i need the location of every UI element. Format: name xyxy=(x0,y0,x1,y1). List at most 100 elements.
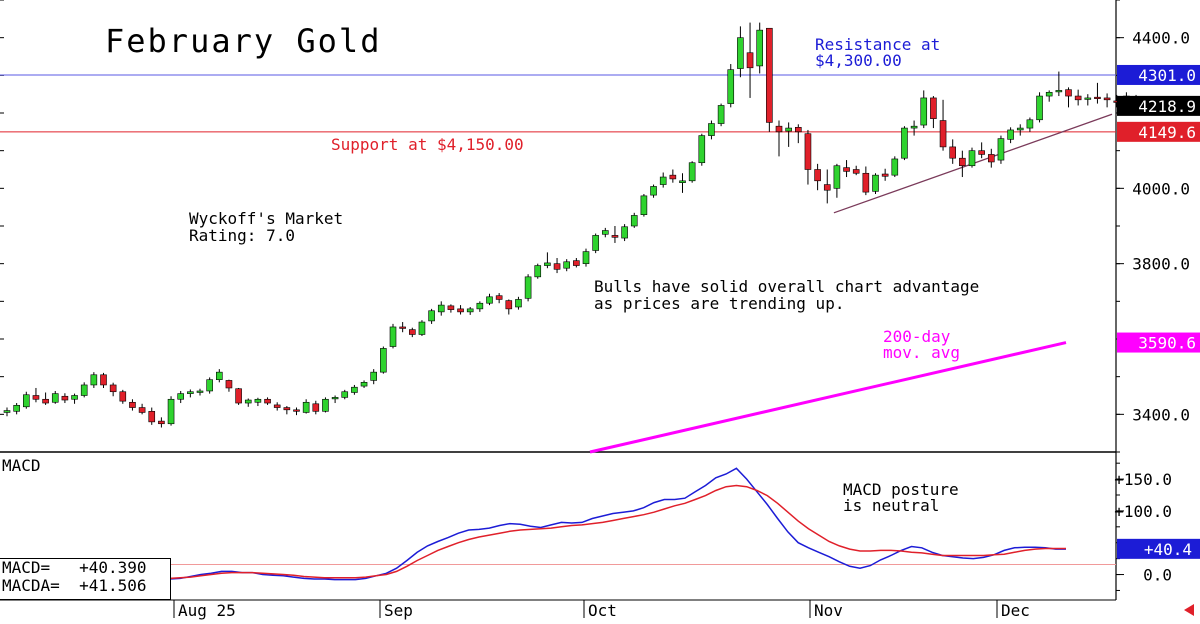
candle xyxy=(630,212,638,228)
support-label: Support at $4,150.00 xyxy=(331,135,524,154)
candle-body xyxy=(100,374,107,386)
candle xyxy=(1045,90,1053,102)
macd-comment-line1: MACD posture xyxy=(843,480,959,499)
candle xyxy=(495,293,503,304)
candle xyxy=(225,379,233,392)
time-axis: Aug 25 Sep Oct Nov Dec xyxy=(173,600,1030,620)
candle-body xyxy=(852,169,860,174)
candle xyxy=(408,327,416,338)
candle-body xyxy=(216,371,223,380)
candle-body xyxy=(862,172,870,193)
candle xyxy=(437,301,445,316)
candle-body xyxy=(959,157,966,167)
candle-body xyxy=(370,371,378,381)
candle-body xyxy=(331,397,339,400)
candle xyxy=(534,263,542,279)
candle-body xyxy=(283,407,291,411)
candle-body xyxy=(486,296,493,304)
candle-body xyxy=(901,127,908,159)
candle-body xyxy=(476,302,484,310)
candle xyxy=(978,142,985,159)
candle xyxy=(399,322,406,333)
scroll-left-icon[interactable] xyxy=(1184,604,1194,616)
candle-body xyxy=(360,382,368,387)
x-tick-label: Dec xyxy=(1001,601,1030,620)
candle xyxy=(187,389,194,398)
support-tag-bg xyxy=(1117,121,1200,142)
candle xyxy=(766,27,773,132)
candle-body xyxy=(987,154,995,163)
macd-readout: MACD= +40.390 MACDA= +41.506 xyxy=(0,558,171,600)
candle-body xyxy=(273,404,281,408)
macd-panel-title: MACD xyxy=(2,456,41,475)
candle-body xyxy=(756,29,764,67)
x-tick-label: Nov xyxy=(814,601,843,620)
candle xyxy=(679,173,686,193)
candle-body xyxy=(891,158,899,176)
candle xyxy=(650,184,657,198)
candle xyxy=(621,224,628,242)
candle xyxy=(785,122,792,147)
candle xyxy=(987,148,995,168)
candle-body xyxy=(746,52,754,69)
candle xyxy=(283,406,291,415)
candle-body xyxy=(380,348,387,373)
resistance-label: Resistance at xyxy=(815,35,940,54)
candle-body xyxy=(71,395,78,400)
candle-body xyxy=(814,169,821,182)
candle xyxy=(920,90,928,129)
candle xyxy=(360,380,368,388)
candle xyxy=(775,120,783,157)
candle xyxy=(51,390,59,404)
x-tick-label: Oct xyxy=(588,601,617,620)
candle-body xyxy=(129,401,136,408)
candle xyxy=(1026,117,1034,132)
candle-body xyxy=(872,174,879,192)
macd-signal-line xyxy=(169,484,1066,580)
candle-body xyxy=(418,321,426,335)
price-tick-label: 3800.0 xyxy=(1132,255,1190,274)
candle-body xyxy=(669,174,677,180)
candle xyxy=(138,403,146,415)
candle-body xyxy=(428,310,435,322)
candle xyxy=(418,320,426,336)
candle-body xyxy=(843,167,850,172)
candle-body xyxy=(611,235,619,238)
candle xyxy=(891,156,899,178)
candle xyxy=(380,346,387,374)
candle-body xyxy=(1055,90,1063,93)
candle-body xyxy=(80,384,88,396)
candle xyxy=(1074,89,1082,106)
candle xyxy=(466,306,474,315)
candle-body xyxy=(544,262,551,266)
candle xyxy=(273,402,281,411)
candle-body xyxy=(13,404,20,412)
candle xyxy=(1036,92,1043,123)
candle-body xyxy=(302,401,310,413)
candle-body xyxy=(553,263,561,270)
candle-body xyxy=(910,125,918,129)
candle xyxy=(389,323,397,349)
candle xyxy=(428,308,435,324)
candle xyxy=(939,99,947,151)
candle xyxy=(100,372,107,388)
candle-body xyxy=(254,398,262,403)
candle-body xyxy=(601,230,609,235)
rating-label: Wyckoff's Market xyxy=(189,209,343,228)
candle-body xyxy=(119,391,127,402)
candle-body xyxy=(939,120,947,148)
candle-body xyxy=(833,165,841,189)
candle-body xyxy=(968,150,976,167)
candle-body xyxy=(920,97,928,126)
candle xyxy=(1055,71,1063,97)
candle xyxy=(1094,82,1101,104)
candle-body xyxy=(717,105,725,124)
candle-body xyxy=(727,69,735,104)
candle xyxy=(708,120,715,140)
candle xyxy=(756,22,764,74)
candle xyxy=(968,147,976,168)
candle xyxy=(312,400,320,415)
candle-body xyxy=(158,420,165,425)
candle xyxy=(737,26,744,78)
candle-body xyxy=(22,394,30,408)
